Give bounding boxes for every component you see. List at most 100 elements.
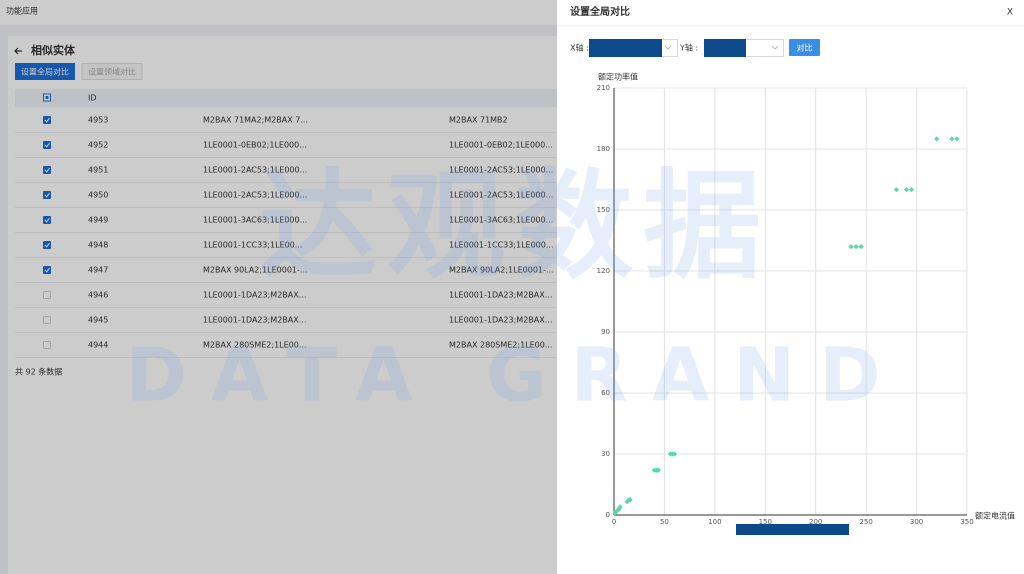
- y-tick-label: 120: [597, 267, 610, 275]
- table-cell: 4952: [88, 141, 108, 150]
- x-tick-label: 350: [960, 518, 973, 526]
- table-cell: 4950: [88, 191, 108, 200]
- x-axis-title: 额定电流值: [975, 511, 1015, 521]
- checkbox[interactable]: [43, 316, 51, 324]
- scatter-point: [903, 187, 910, 193]
- table-cell: 1LE0001-1DA23;M2BAX...: [203, 291, 306, 300]
- table-cell: M2BAX 90LA2;1LE0001-...: [203, 266, 308, 275]
- table-cell: 4947: [88, 266, 108, 275]
- y-tick-label: 90: [601, 328, 610, 336]
- y-axis-title: 额定功率值: [598, 72, 638, 82]
- scatter-point: [853, 244, 859, 250]
- back-arrow[interactable]: [14, 47, 22, 55]
- y-select-label: Y轴 :: [679, 43, 698, 53]
- table-cell: 1LE0001-1CC33;1LE000...: [449, 241, 553, 250]
- watermark: 达观数据: [259, 157, 771, 295]
- check-mark: [44, 142, 50, 148]
- table-cell: 4945: [88, 316, 108, 325]
- drawer-title: 设置全局对比: [570, 5, 630, 18]
- table-cell: M2BAX 280SME2;1LE00...: [203, 341, 306, 350]
- check-mark: [44, 167, 50, 173]
- table-cell: M2BAX 71MB2: [449, 116, 508, 125]
- scatter-point: [858, 244, 864, 250]
- scatter-point: [949, 136, 955, 142]
- x-tick-label: 150: [759, 518, 772, 526]
- x-select-value: [589, 39, 662, 57]
- scatter-point: [908, 187, 915, 193]
- modal-mask[interactable]: [0, 0, 557, 574]
- button-label: 设置全局对比: [21, 67, 69, 77]
- scatter-point: [848, 244, 854, 250]
- table-cell: 4948: [88, 241, 108, 250]
- table-cell: 1LE0001-1DA23;M2BAX...: [203, 316, 306, 325]
- scatter-point: [934, 136, 940, 142]
- x-tick-label: 200: [809, 518, 822, 526]
- check-mark: [44, 117, 50, 123]
- table-cell: 1LE0001-0EB02;1LE000...: [203, 141, 307, 150]
- y-tick-label: 0: [606, 511, 610, 519]
- y-tick-label: 210: [597, 84, 610, 92]
- app-title: 功能应用: [6, 6, 38, 16]
- dropdown-arrow: [771, 45, 779, 50]
- table-cell: 1LE0001-1DA23;M2BAX...: [449, 316, 552, 325]
- x-select-label: X轴 :: [570, 43, 589, 53]
- scatter-point: [655, 467, 661, 473]
- table-cell: 4951: [88, 166, 108, 175]
- table-cell: 1LE0001-3AC63;1LE000...: [449, 216, 553, 225]
- y-tick-label: 150: [597, 206, 610, 214]
- check-mark: [44, 242, 50, 248]
- scatter-point: [614, 508, 620, 514]
- y-select-value: [704, 39, 746, 57]
- table-cell: 4949: [88, 216, 108, 225]
- table-cell: 4953: [88, 116, 108, 125]
- dropdown-arrow: [664, 45, 672, 50]
- table-cell: 1LE0001-2AC53;1LE000...: [203, 166, 307, 175]
- redacted-block: [736, 524, 849, 535]
- page-title: 相似实体: [31, 43, 76, 57]
- table-cell: M2BAX 90LA2;1LE0001-...: [449, 266, 554, 275]
- table-cell: 1LE0001-2AC53;1LE000...: [203, 191, 307, 200]
- button-label: 对比: [797, 43, 813, 53]
- table-cell: 1LE0001-3AC63;1LE000...: [203, 216, 307, 225]
- table-cell: 1LE0001-1CC33;1LE00...: [203, 241, 302, 250]
- button-label: 设置领域对比: [88, 67, 136, 77]
- y-tick-label: 30: [601, 450, 610, 458]
- scatter-point: [616, 506, 622, 512]
- x-tick-label: 100: [708, 518, 721, 526]
- x-tick-label: 50: [660, 518, 669, 526]
- scatter-point: [617, 504, 623, 510]
- check-mark: [44, 217, 50, 223]
- drawer: [557, 0, 1024, 574]
- checkbox[interactable]: [43, 341, 51, 349]
- table-cell: 1LE0001-1DA23;M2BAX...: [449, 291, 552, 300]
- scatter-point: [893, 187, 899, 193]
- table-cell: 1LE0001-2AC53;1LE000...: [449, 191, 553, 200]
- table-cell: 4946: [88, 291, 108, 300]
- check-mark: [44, 267, 50, 273]
- checkbox[interactable]: [43, 291, 51, 299]
- watermark: DATA GRAND: [125, 333, 904, 419]
- check-mark: [44, 192, 50, 198]
- scatter-point: [612, 510, 618, 516]
- domain-compare-button: [81, 63, 143, 80]
- total-count: 共 92 条数据: [15, 367, 62, 377]
- y-tick-label: 60: [601, 389, 610, 397]
- compare-button[interactable]: [789, 39, 820, 56]
- x-tick-label: 0: [612, 518, 616, 526]
- close-button[interactable]: X: [1007, 8, 1013, 18]
- column-header: ID: [88, 94, 97, 103]
- table-cell: 1LE0001-2AC53;1LE000...: [449, 166, 553, 175]
- x-tick-label: 250: [859, 518, 872, 526]
- scatter-point: [954, 136, 960, 142]
- scatter-point: [627, 497, 633, 503]
- global-compare-button[interactable]: [15, 63, 75, 80]
- x-tick-label: 300: [910, 518, 923, 526]
- table-cell: M2BAX 71MA2;M2BAX 7...: [203, 116, 308, 125]
- table-cell: M2BAX 280SME2;1LE00...: [449, 341, 552, 350]
- table-cell: 4944: [88, 341, 108, 350]
- scatter-point: [671, 451, 678, 457]
- indeterminate-mark: [45, 96, 49, 99]
- y-tick-label: 180: [597, 145, 610, 153]
- table-cell: 1LE0001-0EB02;1LE000...: [449, 141, 553, 150]
